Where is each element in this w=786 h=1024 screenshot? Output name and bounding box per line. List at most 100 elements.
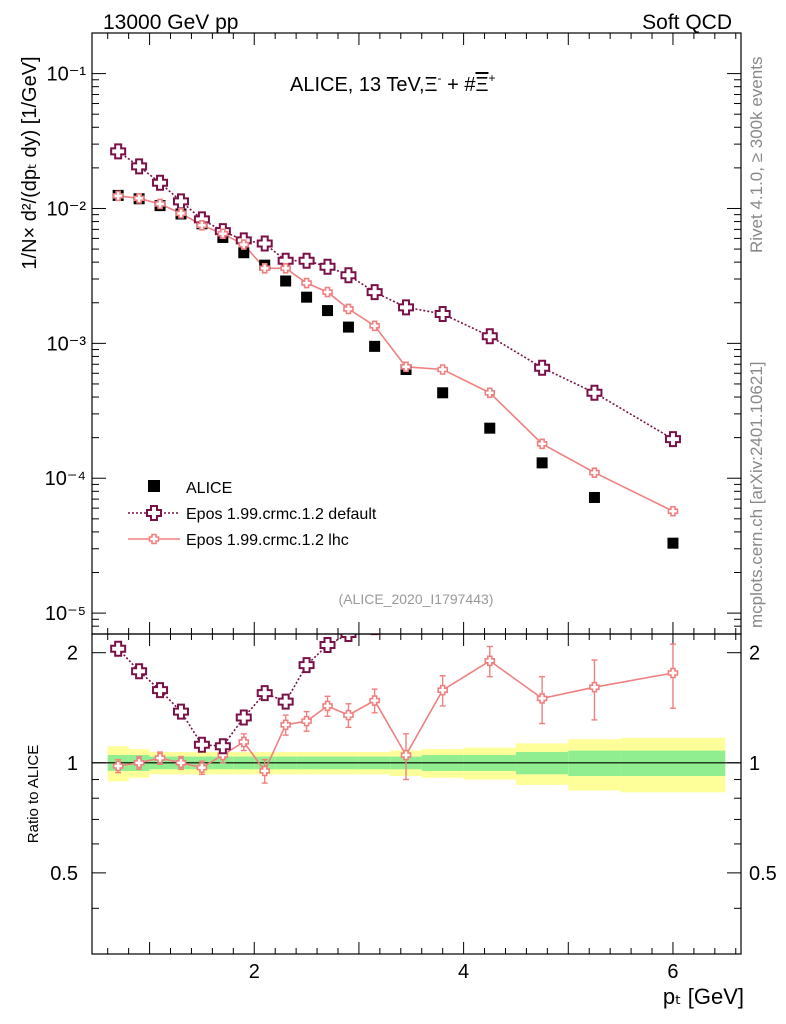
plot-title-prefix: ALICE, 13 TeV, [290,74,425,96]
plot-title: ALICE, 13 TeV,Ξ- + #Ξ+ [290,71,495,96]
ratio-ytick-label-right: 0.5 [749,863,777,885]
ratio-ytick-label-right: 1 [749,753,760,775]
ratio-point-default [319,636,336,653]
header-left: 13000 GeV pp [103,11,238,34]
data-point-lhc [589,467,600,478]
ylabel-main: 1/N× d²/(dpₜ dy) [1/GeV] [19,56,41,269]
ratio-point-lhc [196,762,208,773]
ratio-point-default [172,703,189,720]
ratio-point-default [277,693,294,710]
data-point-lhc [322,286,333,298]
legend-marker-default [146,505,162,521]
ratio-ytick-label: 1 [67,753,78,775]
ratio-axis-ticks [92,652,741,955]
data-point-default [110,143,127,160]
mcplots-label: mcplots.cern.ch [arXiv:2401.10621] [747,362,766,628]
ratio-point-lhc [112,760,124,772]
plot-title-xibar: Ξ [475,74,488,96]
xtick-label: 2 [249,961,260,983]
plot-title-sup1: - [438,71,442,85]
ratio-point-lhc [154,752,166,764]
main-ytick-label: 10⁻⁵ [45,603,86,625]
main-ytick-label: 10⁻³ [47,333,87,355]
data-point-lhc [217,228,229,240]
data-point-alice [342,321,354,333]
ratio-point-lhc [301,715,312,727]
data-point-default [586,384,603,401]
data-point-default [664,431,681,448]
legend-label-lhc: Epos 1.99.crmc.1.2 lhc [186,532,349,549]
ratio-line-default [117,634,352,748]
ratio-point-default [340,634,357,642]
data-point-lhc [400,361,412,373]
data-point-alice [280,275,292,287]
ratio-point-default [131,663,148,680]
main-tick-labels: 10⁻⁵ 10⁻⁴ 10⁻³ 10⁻² 10⁻¹ [45,64,87,626]
data-point-default [534,359,551,376]
data-point-lhc [667,505,679,517]
ratio-ytick-label: 2 [67,643,78,665]
data-point-default [298,252,315,269]
ratio-point-lhc [175,757,187,769]
data-point-alice [322,305,334,317]
main-panel: 10⁻⁵10⁻⁴10⁻³10⁻²10⁻¹ ALICE, 13 TeV,Ξ- + … [19,32,742,954]
ratio-point-lhc [322,700,333,712]
data-point-alice [301,291,313,303]
rivet-label: Rivet 4.1.0, ≥ 300k events [747,57,766,253]
data-point-alice [437,387,449,399]
legend-label-default: Epos 1.99.crmc.1.2 default [186,506,377,523]
data-point-default [481,328,498,345]
data-point-lhc [259,263,271,274]
header-right: Soft QCD [642,11,732,34]
ratio-point-lhc [589,681,600,693]
ratio-point-lhc [667,667,679,679]
data-point-lhc [484,387,496,399]
legend-label-alice: ALICE [186,480,232,497]
data-point-alice [484,422,496,434]
data-point-lhc [343,303,354,315]
data-point-default [319,258,336,275]
ratio-point-default [193,736,210,753]
ratio-ytick-label: 0.5 [50,863,78,885]
ratio-point-default [110,640,127,657]
main-ytick-label: 10⁻¹ [47,64,87,86]
xtick-label: 6 [667,961,678,983]
ratio-point-lhc [369,695,380,706]
ratio-point-default [235,709,252,726]
data-point-lhc [154,198,166,210]
data-point-default [131,158,148,175]
main-axis-ticks [92,32,741,954]
ratio-point-default [298,657,315,674]
analysis-id: (ALICE_2020_I1797443) [339,591,494,607]
ylabel-ratio: Ratio to ALICE [25,745,42,843]
data-point-lhc [369,320,380,332]
data-point-lhc [536,438,548,450]
data-point-alice [238,247,250,259]
data-point-default [434,306,451,323]
ratio-ytick-label-right: 2 [749,643,760,665]
data-point-alice [588,491,600,503]
data-point-default [366,284,383,301]
data-point-default [172,193,189,210]
legend: ALICE Epos 1.99.crmc.1.2 default Epos 1.… [128,480,377,549]
data-point-default [398,299,415,316]
ratio-tick-labels: 0.5 0.5 1 1 2 2 2 4 6 [50,643,777,983]
xlabel: pₜ [GeV] [663,984,744,1009]
main-ytick-label: 10⁻² [47,198,87,220]
legend-marker-alice [148,480,160,492]
data-point-alice [667,537,679,549]
xtick-label: 4 [458,961,469,983]
data-point-alice [536,457,548,469]
data-point-default [152,174,169,191]
data-point-default [256,235,273,252]
data-point-alice [369,340,381,352]
ratio-point-lhc [343,709,354,721]
data-point-lhc [175,208,187,219]
ratio-point-default [152,682,169,699]
ratio-point-default [256,685,273,702]
ratio-frame [91,633,742,955]
ratio-point-lhc [238,736,250,748]
ratio-point-lhc [259,765,271,777]
plot-title-xi1: Ξ [425,74,438,96]
